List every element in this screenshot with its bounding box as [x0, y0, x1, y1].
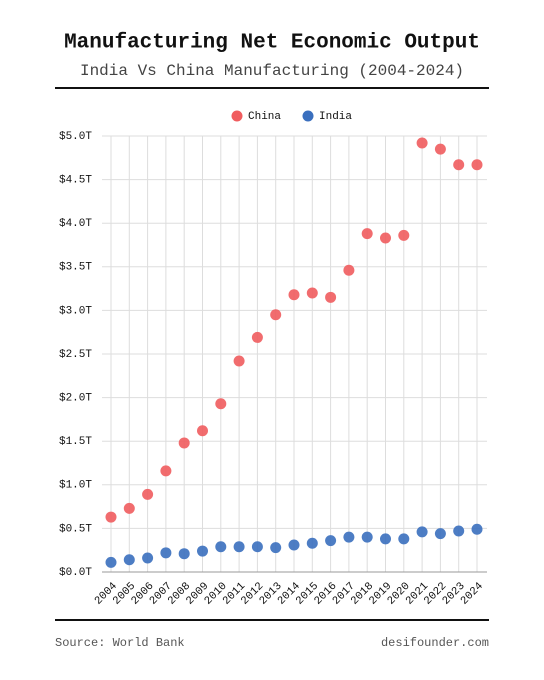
y-tick-label: $3.0T — [59, 305, 92, 317]
y-tick-label: $4.0T — [59, 218, 92, 230]
y-tick-label: $1.5T — [59, 436, 92, 448]
dot — [215, 541, 227, 553]
dot — [434, 528, 446, 540]
legend-label: China — [248, 111, 281, 123]
dot — [361, 228, 373, 240]
dot — [105, 556, 117, 568]
chart-title: Manufacturing Net Economic Output — [64, 32, 480, 55]
dot — [434, 143, 446, 155]
dot — [233, 541, 245, 553]
dot — [160, 465, 172, 477]
y-tick-label: $4.5T — [59, 175, 92, 187]
dot — [325, 291, 337, 303]
dot — [398, 533, 410, 545]
dot — [380, 533, 391, 545]
legend-marker — [302, 110, 314, 122]
dot — [343, 531, 355, 543]
dot — [215, 398, 227, 410]
legend-label: India — [319, 111, 352, 123]
y-tick-label: $5.0T — [59, 131, 92, 143]
y-tick-label: $0.5T — [59, 523, 92, 535]
y-tick-label: $2.5T — [59, 349, 92, 361]
dot — [306, 287, 318, 299]
dot — [251, 541, 263, 553]
dot — [178, 548, 190, 560]
dot — [325, 535, 337, 547]
dot — [471, 159, 483, 171]
dot — [343, 264, 355, 276]
dot — [105, 511, 117, 523]
dot — [233, 355, 245, 367]
dot — [197, 425, 208, 437]
dot — [380, 232, 391, 244]
dot — [453, 525, 465, 537]
dot — [123, 554, 135, 566]
dot — [471, 523, 483, 535]
y-tick-label: $0.0T — [59, 567, 92, 579]
credit: desifounder.com — [381, 636, 489, 650]
dot — [160, 547, 172, 559]
dot — [270, 542, 282, 554]
y-tick-label: $2.0T — [59, 393, 92, 405]
dot — [123, 502, 135, 514]
legend-marker — [231, 110, 243, 122]
dot — [306, 537, 318, 549]
y-tick-label: $3.5T — [59, 262, 92, 274]
dot — [416, 526, 428, 538]
dot — [416, 137, 428, 149]
source: Source: World Bank — [55, 636, 185, 650]
dot — [197, 545, 208, 557]
dot — [288, 289, 300, 301]
dot — [361, 531, 373, 543]
chart-subtitle: India Vs China Manufacturing (2004-2024) — [80, 62, 464, 80]
dot — [398, 229, 410, 241]
y-tick-label: $1.0T — [59, 480, 92, 492]
dot — [142, 488, 154, 500]
dot — [453, 159, 465, 171]
dot — [270, 309, 282, 321]
dot — [288, 539, 300, 551]
dot — [178, 437, 190, 449]
dot — [251, 331, 263, 343]
dot — [142, 552, 154, 564]
